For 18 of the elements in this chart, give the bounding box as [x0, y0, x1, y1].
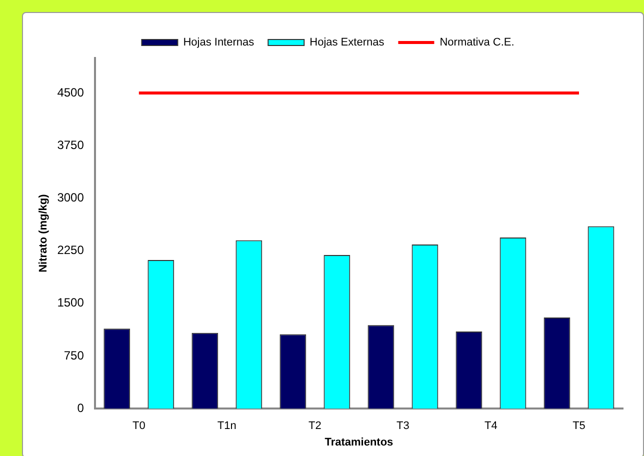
legend-label: Normativa C.E.: [440, 36, 514, 49]
legend-label: Hojas Externas: [310, 36, 385, 49]
x-tick-label: T0: [132, 420, 146, 432]
y-tick-label: 0: [77, 400, 84, 415]
y-tick-label: 4500: [57, 85, 84, 100]
y-tick-label: 1500: [57, 296, 84, 310]
y-tick-label: 2250: [57, 243, 84, 258]
x-tick-label: T2: [308, 420, 322, 432]
y-tick-label: 3000: [57, 190, 84, 205]
x-axis-title: Tratamientos: [324, 436, 394, 448]
y-tick-label: 750: [64, 348, 84, 362]
y-tick-label: 3750: [57, 138, 84, 152]
x-tick-label: T5: [572, 420, 586, 432]
x-tick-label: T4: [484, 420, 498, 432]
x-tick-label: T3: [396, 420, 410, 432]
y-axis-title: Nitrato (mg/kg): [38, 194, 50, 272]
x-tick-label: T1n: [217, 420, 236, 432]
legend-label: Hojas Internas: [183, 36, 255, 49]
